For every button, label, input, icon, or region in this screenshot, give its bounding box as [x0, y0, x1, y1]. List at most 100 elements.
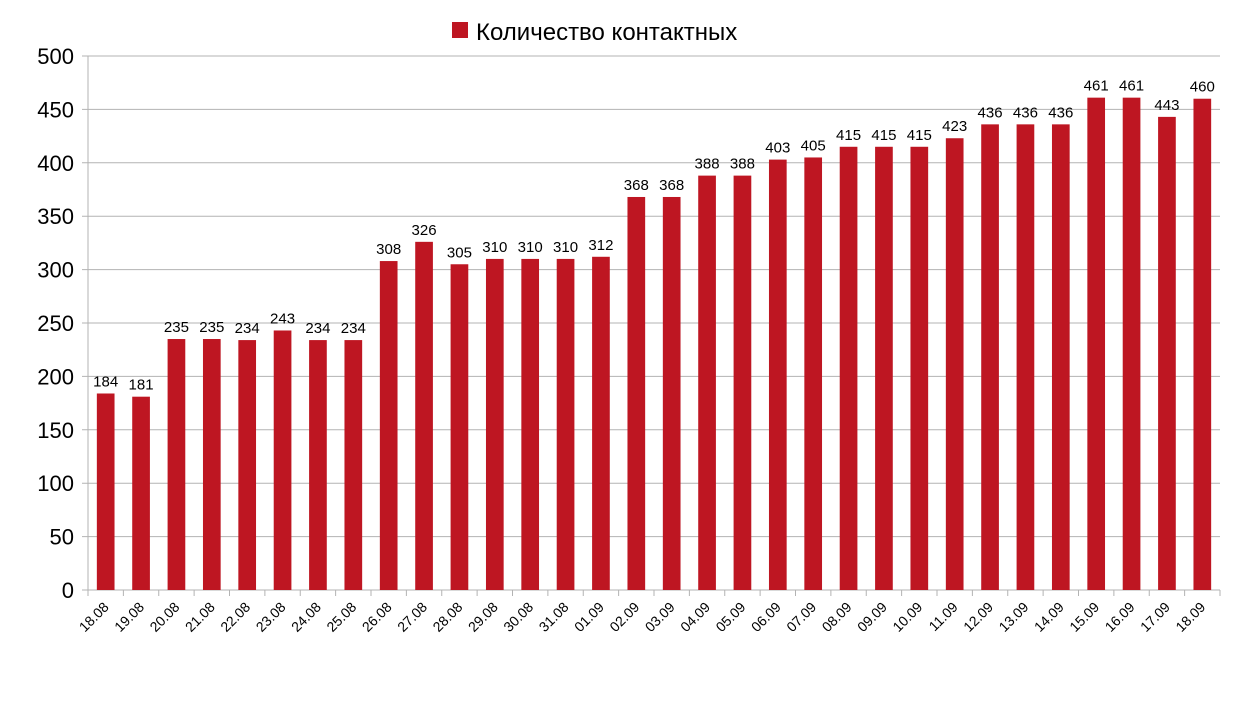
gridlines — [82, 55, 1220, 591]
x-tick-label: 03.09 — [642, 599, 678, 635]
data-label: 310 — [518, 239, 543, 256]
y-tick-label: 300 — [37, 258, 74, 283]
data-label: 461 — [1084, 78, 1109, 95]
bar — [804, 157, 823, 590]
data-label: 415 — [907, 127, 932, 144]
bar — [592, 256, 610, 590]
data-label: 436 — [1013, 104, 1038, 121]
data-label: 310 — [482, 239, 507, 256]
x-tick-label: 05.09 — [712, 599, 748, 635]
x-tick-label: 16.09 — [1102, 599, 1138, 635]
bar — [1051, 124, 1070, 591]
x-tick-label: 28.08 — [429, 599, 465, 635]
data-label: 415 — [836, 127, 861, 144]
bar — [662, 196, 681, 590]
data-label: 305 — [447, 244, 472, 261]
bar — [556, 258, 575, 590]
data-label: 312 — [588, 237, 613, 254]
x-tick-label: 18.09 — [1172, 599, 1208, 635]
x-tick-label: 21.08 — [182, 599, 218, 635]
bar — [415, 241, 433, 590]
bar — [1016, 124, 1035, 591]
x-tick-label: 26.08 — [359, 599, 395, 635]
x-tick-label: 24.08 — [288, 599, 324, 635]
bar — [521, 258, 540, 590]
x-tick-label: 29.08 — [465, 599, 501, 635]
x-tick-label: 13.09 — [995, 599, 1031, 635]
x-tick-label: 02.09 — [606, 599, 642, 635]
bar — [344, 340, 363, 590]
data-label: 405 — [801, 137, 826, 154]
data-label: 368 — [659, 177, 684, 194]
bar — [839, 146, 858, 590]
x-tick-label: 01.09 — [571, 599, 607, 635]
y-tick-label: 250 — [37, 311, 74, 336]
data-label: 388 — [695, 156, 720, 173]
data-label: 184 — [93, 373, 118, 390]
data-label: 403 — [765, 140, 790, 157]
bar — [910, 146, 929, 590]
data-label: 443 — [1154, 97, 1179, 114]
bar — [945, 138, 964, 590]
bar — [627, 196, 646, 590]
y-tick-label: 500 — [37, 44, 74, 69]
bar — [1122, 97, 1141, 590]
data-label: 243 — [270, 310, 295, 327]
data-label: 326 — [412, 222, 437, 239]
bar — [1193, 98, 1212, 590]
data-label: 368 — [624, 177, 649, 194]
data-label: 388 — [730, 156, 755, 173]
data-label: 181 — [129, 377, 154, 394]
legend-label: Количество контактных — [476, 19, 737, 46]
x-tick-label: 18.08 — [76, 599, 112, 635]
x-tick-label: 11.09 — [925, 599, 961, 635]
y-tick-label: 200 — [37, 364, 74, 389]
bar — [1087, 97, 1106, 590]
data-label: 234 — [235, 320, 260, 337]
bar — [167, 339, 186, 590]
bar — [768, 159, 787, 590]
bar — [485, 258, 504, 590]
y-tick-label: 100 — [37, 471, 74, 496]
data-label: 436 — [978, 104, 1003, 121]
x-tick-label: 10.09 — [889, 599, 925, 635]
x-tick-label: 27.08 — [394, 599, 430, 635]
bar — [202, 339, 221, 590]
bar — [273, 330, 292, 590]
bar — [1158, 116, 1176, 590]
data-label: 310 — [553, 239, 578, 256]
data-label: 234 — [341, 320, 366, 337]
bar — [309, 340, 327, 590]
bar — [238, 340, 257, 590]
data-label: 461 — [1119, 78, 1144, 95]
x-tick-label: 12.09 — [960, 599, 996, 635]
data-label: 423 — [942, 118, 967, 135]
y-tick-label: 400 — [37, 151, 74, 176]
data-label: 308 — [376, 241, 401, 258]
bar — [450, 264, 469, 590]
bar — [875, 146, 893, 590]
x-tick-label: 22.08 — [217, 599, 253, 635]
x-tick-label: 06.09 — [748, 599, 784, 635]
x-tick-label: 14.09 — [1031, 599, 1067, 635]
legend: Количество контактных — [452, 19, 737, 46]
bar — [379, 261, 398, 590]
x-tick-label: 20.08 — [146, 599, 182, 635]
x-tick-label: 04.09 — [677, 599, 713, 635]
x-tick-label: 08.09 — [819, 599, 855, 635]
x-tick-label: 07.09 — [783, 599, 819, 635]
y-tick-label: 50 — [50, 525, 74, 550]
x-tick-label: 23.08 — [253, 599, 289, 635]
y-tick-label: 150 — [37, 418, 74, 443]
x-tick-label: 15.09 — [1066, 599, 1102, 635]
bar — [96, 393, 115, 590]
x-tick-label: 09.09 — [854, 599, 890, 635]
y-tick-label: 0 — [62, 578, 74, 603]
x-tick-label: 17.09 — [1137, 599, 1173, 635]
data-label: 234 — [305, 320, 330, 337]
data-label: 235 — [199, 319, 224, 336]
x-tick-label: 30.08 — [500, 599, 536, 635]
bars — [96, 97, 1212, 591]
bar — [132, 396, 150, 590]
